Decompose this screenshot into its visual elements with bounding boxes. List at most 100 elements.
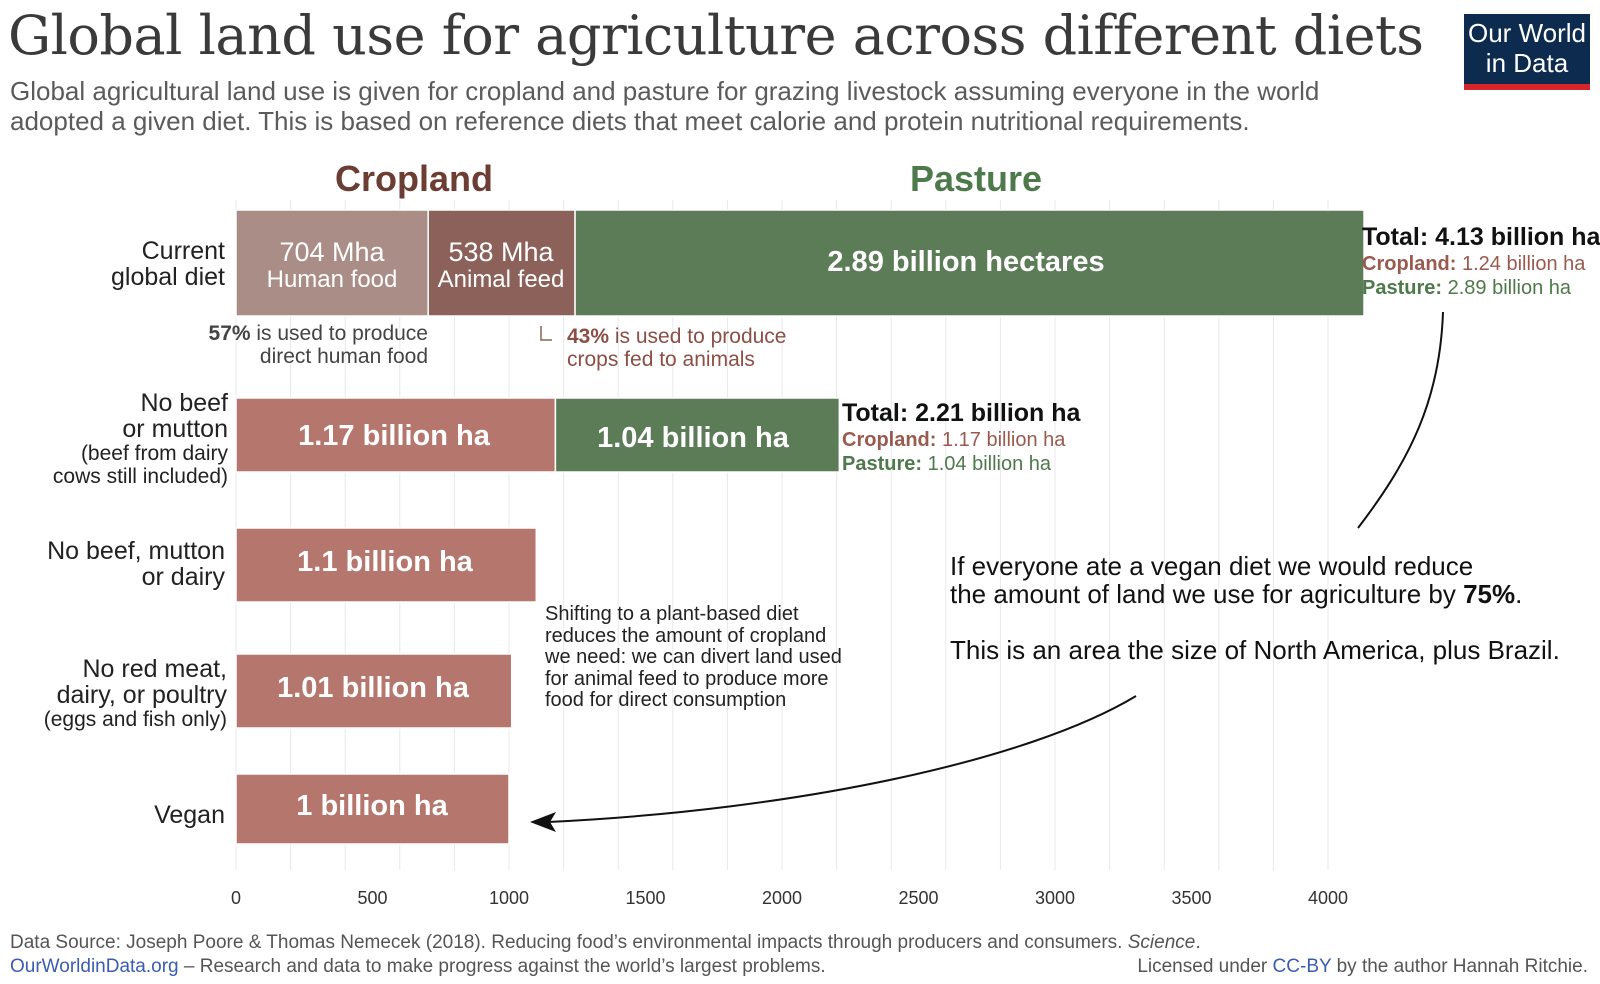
row-label-subline: (beef from dairy [80,442,228,465]
total-pasture-label: Pasture: [1362,277,1443,299]
arrow-to-vegan [547,695,1137,823]
site-link[interactable]: OurWorldinData.org [10,956,179,977]
total-current-value: Total: 4.13 billion ha [1362,223,1600,251]
annotation-line: This is an area the size of North Americ… [950,635,1560,665]
row-label-line: No red meat, [82,655,227,683]
bar-segment-cropland[interactable] [235,527,538,603]
feed-note-bracket [540,326,552,341]
bar-segment-cropland[interactable] [235,773,510,845]
site-tagline: – Research and data to make progress aga… [178,956,826,977]
note-line: is used to produce [250,322,428,345]
bar-segment-cropland[interactable] [235,653,513,729]
footer-site: OurWorldinData.org – Research and data t… [10,956,826,978]
x-axis-ticks: 0 500 1000 1500 2000 2500 3000 3500 4000 [231,888,1348,908]
note-feed-pct: 43% [567,325,610,348]
x-tick-label: 500 [357,888,387,908]
x-tick-label: 2000 [762,888,802,908]
row-label-line: or dairy [141,563,225,591]
owid-logo[interactable]: Our World in Data [1464,14,1590,90]
note-line: is used to produce [609,325,787,348]
x-tick-label: 0 [231,888,241,908]
total-pasture-value: 2.89 billion ha [1447,277,1572,299]
x-tick-label: 1000 [489,888,529,908]
row-label-nodairy: No beef, mutton or dairy [47,538,225,590]
bar-label-vegan-crop: 1 billion ha [296,790,448,822]
row-label-eggsfish: No red meat, dairy, or poultry (eggs and… [44,656,227,731]
x-tick-label: 4000 [1308,888,1348,908]
arrow-to-annotation [1357,311,1444,529]
bar-label-nobeef-pasture: 1.04 billion ha [597,422,789,454]
chart-subtitle: Global agricultural land use is given fo… [10,76,1440,136]
bar-label-nodairy-crop: 1.1 billion ha [297,546,473,578]
note-human-food: 57% is used to produce direct human food [209,322,428,368]
note-animal-feed: 43% is used to produce crops fed to anim… [567,325,786,371]
total-pasture-value: 1.04 billion ha [927,453,1052,475]
note-line: crops fed to animals [567,348,755,371]
row-label-line: Current [141,237,225,265]
pasture-header: Pasture [909,158,1043,199]
license-link[interactable]: CC-BY [1272,956,1332,977]
total-nobeef: Total: 2.21 billion ha Cropland: 1.17 bi… [842,398,1080,476]
row-label-line: dairy, or poultry [56,681,227,709]
note-line: for animal feed to produce more [545,667,829,690]
subtitle-line-1: Global agricultural land use is given fo… [10,76,1320,106]
note-plant-based-shift: Shifting to a plant-based diet reduces t… [545,603,842,712]
note-line: direct human food [259,345,428,368]
row-label-current: Current global diet [111,238,225,290]
bar-label-animal-feed: 538 Mha Animal feed [430,238,572,294]
subtitle-line-2: adopted a given diet. This is based on r… [10,106,1250,136]
license-text: by the author Hannah Ritchie. [1331,956,1588,977]
human-food-name: Human food [266,266,398,293]
footer-punct: . [1195,932,1201,953]
bar-segment-animal-feed[interactable] [427,209,576,317]
x-tick-label: 3000 [1035,888,1075,908]
row-label-line: Vegan [154,801,225,829]
footer-source-text: Data Source: Joseph Poore & Thomas Nemec… [10,932,1128,953]
note-line: we need: we can divert land used [545,646,842,668]
note-line: Shifting to a plant-based diet [545,603,799,625]
vegan-annotation: If everyone ate a vegan diet we would re… [950,552,1560,664]
chart-title: Global land use for agriculture across d… [8,4,1424,67]
annotation-punct: . [1515,579,1523,609]
x-tick-label: 1500 [625,888,665,908]
note-line: reduces the amount of cropland [545,624,827,647]
bar-segment-pasture[interactable] [554,397,841,473]
footer-journal: Science [1127,932,1196,953]
total-current: Total: 4.13 billion ha Cropland: 1.24 bi… [1362,222,1600,300]
footer-license: Licensed under CC-BY by the author Hanna… [1137,956,1588,978]
bar-segment-cropland[interactable] [235,397,557,473]
row-label-nobeef: No beef or mutton (beef from dairy cows … [53,390,228,488]
total-crop-label: Cropland: [1362,253,1457,275]
bar-label-eggsfish-crop: 1.01 billion ha [277,672,469,704]
cropland-header: Cropland [335,158,493,199]
note-human-pct: 57% [208,322,251,345]
bar-label-current-pasture: 2.89 billion hectares [827,246,1105,278]
annotation-line: the amount of land we use for agricultur… [950,579,1464,609]
license-text: Licensed under [1137,956,1273,977]
logo-line-1: Our World [1468,18,1586,48]
human-food-value: 704 Mha [279,237,385,267]
total-crop-value: 1.24 billion ha [1462,253,1586,275]
footer-source: Data Source: Joseph Poore & Thomas Nemec… [10,932,1201,954]
arrowhead-icon [530,812,556,832]
note-line: food for direct consumption [545,689,787,711]
animal-feed-value: 538 Mha [448,237,554,267]
row-label-subline: (eggs and fish only) [43,708,227,731]
bar-segment-pasture[interactable] [574,209,1365,317]
bars-group [235,209,1365,845]
logo-line-2: in Data [1485,48,1569,78]
x-tick-label: 2500 [898,888,938,908]
animal-feed-name: Animal feed [437,266,565,293]
bar-segment-human-food[interactable] [235,209,429,317]
bar-label-human-food: 704 Mha Human food [236,238,428,294]
row-label-line: or mutton [122,415,228,443]
total-nobeef-value: Total: 2.21 billion ha [842,399,1081,427]
total-pasture-label: Pasture: [842,453,923,475]
bar-label-nobeef-crop: 1.17 billion ha [298,420,490,452]
x-tick-label: 3500 [1171,888,1211,908]
annotation-line: If everyone ate a vegan diet we would re… [950,551,1474,581]
total-crop-value: 1.17 billion ha [942,429,1066,451]
row-label-subline: cows still included) [52,465,228,488]
row-label-line: global diet [111,263,225,291]
